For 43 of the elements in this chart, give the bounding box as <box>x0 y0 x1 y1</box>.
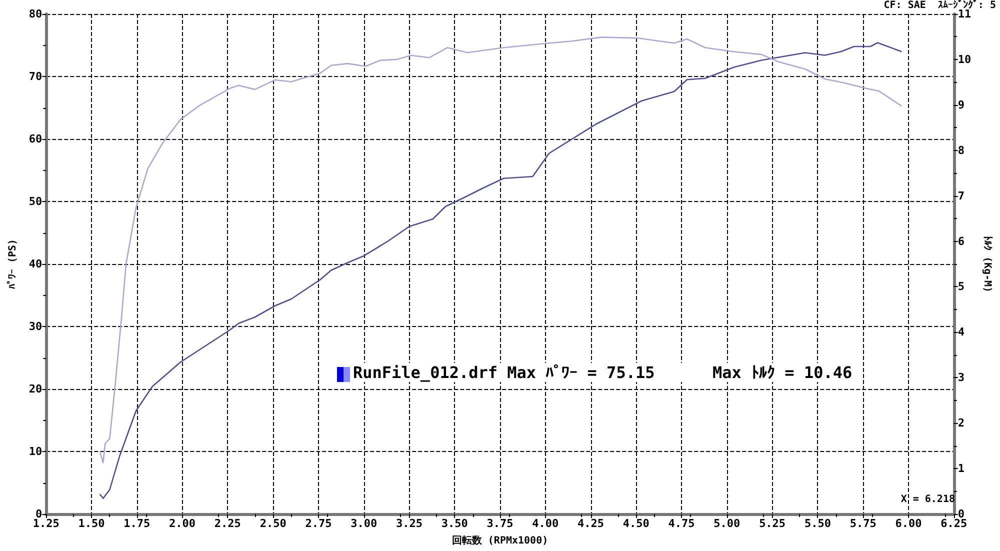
x-tick-label: 5.75 <box>850 517 876 530</box>
y-tick-label: 20 <box>28 382 42 396</box>
x-tick-label: 3.00 <box>350 517 378 530</box>
y2-tick-label: 5 <box>958 280 964 294</box>
y2-tick-label: 6 <box>958 234 965 248</box>
annotation: X = 6.218 <box>900 494 955 505</box>
y2-tick-label: 4 <box>958 326 965 339</box>
x-tick-label: 5.50 <box>804 517 831 530</box>
x-tick-label: 2.50 <box>260 517 286 530</box>
y-tick-label: 30 <box>28 320 42 333</box>
y2-tick-label: 7 <box>958 189 964 202</box>
x-tick-label: 4.00 <box>532 517 559 530</box>
x-tick-label: 3.25 <box>396 517 422 530</box>
y-tick-label: 10 <box>28 445 42 458</box>
y2-axis-title: ﾄﾙｸ (Kg-M) <box>982 235 994 293</box>
x-tick-label: 4.25 <box>578 517 604 530</box>
y2-tick-label: 9 <box>958 98 964 112</box>
x-tick-label: 3.75 <box>486 517 514 530</box>
y-tick-label: 50 <box>28 195 42 208</box>
x-axis-title: 回転数 (RPMx1000) <box>452 534 548 546</box>
y2-tick-label: 2 <box>958 416 964 430</box>
x-tick-label: 1.50 <box>78 517 105 530</box>
y-tick-label: 70 <box>28 70 42 83</box>
x-tick-label: 6.00 <box>895 517 922 530</box>
y2-tick-label: 8 <box>958 144 964 157</box>
y2-tick-label: 1 <box>958 462 965 476</box>
y2-tick-label: 10 <box>958 52 972 66</box>
x-tick-label: 2.00 <box>169 517 196 530</box>
y-tick-label: 80 <box>28 8 42 20</box>
x-tick-label: 2.25 <box>214 517 241 530</box>
x-tick-label: 5.25 <box>759 517 786 530</box>
y2-tick-label: 11 <box>958 8 972 20</box>
x-tick-label: 4.75 <box>668 517 695 530</box>
x-tick-label: 1.75 <box>124 517 150 530</box>
x-tick-label: 5.00 <box>714 517 740 530</box>
y-axis-title: ﾊﾟﾜｰ (PS) <box>6 238 18 290</box>
y-tick-label: 40 <box>28 258 42 270</box>
y2-tick-label: 3 <box>958 371 964 384</box>
x-tick-label: 2.75 <box>305 517 332 530</box>
x-tick-label: 4.50 <box>622 517 650 530</box>
annotation: RunFile_012.drf Max ﾊﾟﾜｰ = 75.15 Max ﾄﾙｸ = 10.46 <box>353 363 852 382</box>
x-tick-label: 3.50 <box>441 517 468 530</box>
y-tick-label: 60 <box>28 132 42 146</box>
